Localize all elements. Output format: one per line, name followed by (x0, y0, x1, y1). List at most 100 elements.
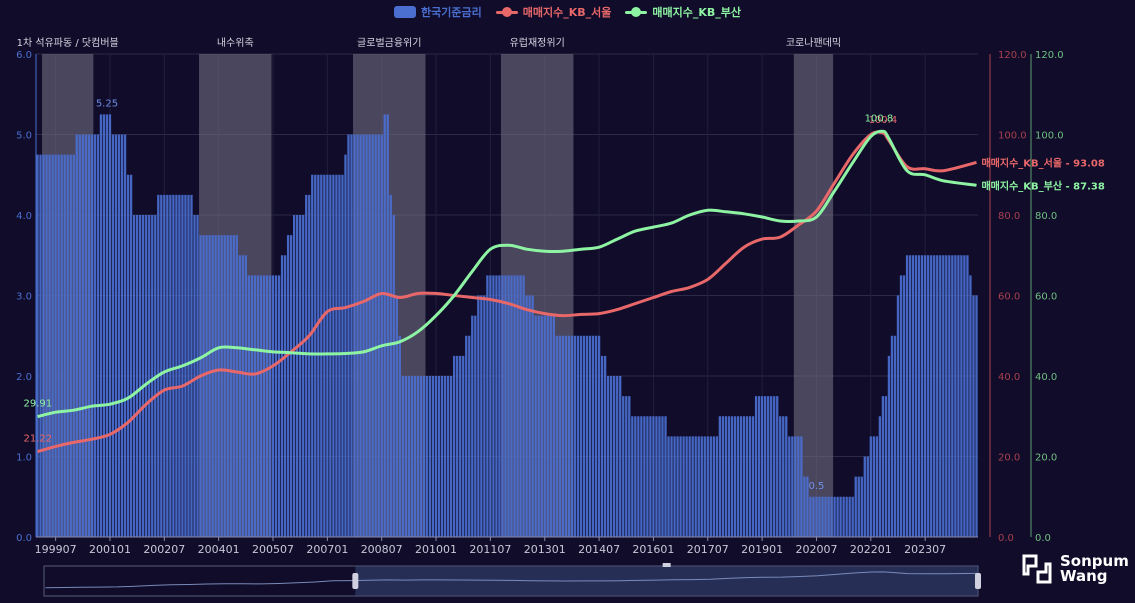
base-rate-bar (277, 275, 281, 537)
x-axis-tick-label: 200807 (361, 543, 403, 556)
base-rate-bar (939, 255, 942, 537)
base-rate-bar (839, 496, 842, 537)
base-rate-bar (446, 376, 450, 537)
base-rate-bar (471, 315, 474, 537)
base-rate-bar (54, 154, 57, 537)
base-rate-bar (779, 416, 782, 537)
base-rate-bar (323, 174, 326, 537)
base-rate-bar (416, 376, 420, 537)
base-rate-bar (600, 355, 604, 537)
base-rate-bar (132, 215, 136, 537)
base-rate-bar (404, 376, 408, 537)
base-rate-annotation: 5.25 (96, 98, 118, 109)
base-rate-bar (296, 215, 299, 537)
base-rate-bar (262, 275, 266, 537)
base-rate-bar (655, 416, 658, 537)
base-rate-bar (398, 335, 401, 537)
base-rate-bar (344, 154, 347, 537)
base-rate-bar (543, 315, 546, 537)
base-rate-bar (211, 235, 214, 537)
x-axis-tick-label: 202201 (850, 543, 892, 556)
base-rate-bar (477, 295, 480, 537)
base-rate-bar (688, 436, 691, 537)
base-rate-bar (492, 275, 495, 537)
base-rate-bar (712, 436, 715, 537)
legend-item-seoul[interactable]: 매매지수_KB_서울 (495, 4, 611, 20)
crisis-period-band (500, 54, 574, 537)
base-rate-bar (727, 416, 731, 537)
base-rate-bar (139, 215, 142, 537)
base-rate-bar (220, 235, 223, 537)
base-rate-bar (742, 416, 746, 537)
base-rate-bar (963, 255, 966, 537)
right-axis-busan-tick-label: 40.0 (1035, 372, 1057, 383)
x-axis-tick-label: 200507 (252, 543, 294, 556)
base-rate-bar (135, 215, 139, 537)
base-rate-bar (235, 235, 238, 537)
base-rate-bar (757, 396, 761, 537)
base-rate-bar (845, 496, 848, 537)
legend-item-base-rate[interactable]: 한국기준금리 (393, 4, 482, 20)
right-axis-seoul-tick-label: 100.0 (998, 131, 1027, 142)
legend-item-busan[interactable]: 매매지수_KB_부산 (625, 4, 741, 20)
base-rate-bar (93, 134, 97, 537)
base-rate-bar (549, 315, 552, 537)
base-rate-bar (407, 376, 411, 537)
base-rate-bar (597, 335, 601, 537)
base-rate-bar (63, 154, 66, 537)
brand-line-1: Sonpum (1060, 552, 1129, 570)
base-rate-bar (715, 436, 718, 537)
base-rate-bar (594, 335, 598, 537)
base-rate-bar (700, 436, 703, 537)
base-rate-bar (163, 194, 166, 537)
base-rate-bar (117, 134, 121, 537)
base-rate-bar (685, 436, 688, 537)
left-axis-tick-label: 4.0 (16, 211, 32, 222)
base-rate-bar (486, 275, 489, 537)
base-rate-bar (788, 436, 791, 537)
crisis-period-band (793, 54, 834, 537)
base-rate-bar (72, 154, 75, 537)
base-rate-bar (643, 416, 646, 537)
base-rate-bar (108, 114, 112, 537)
busan-line (37, 129, 977, 419)
base-rate-bar (588, 335, 592, 537)
base-rate-bar (936, 255, 939, 537)
base-rate-bar (591, 335, 595, 537)
base-rate-bar (129, 174, 133, 537)
base-rate-bar (305, 194, 308, 537)
crisis-period-band (199, 54, 272, 537)
seoul-line (37, 130, 977, 454)
base-rate-bar (289, 235, 293, 537)
base-rate-bar (908, 255, 912, 537)
seoul-first-value-label: 21.22 (24, 434, 53, 445)
base-rate-bar (341, 174, 344, 537)
base-rate-bar (359, 134, 362, 537)
data-zoom-preview-line (45, 571, 977, 589)
base-rate-bar (730, 416, 734, 537)
base-rate-bar (57, 154, 60, 537)
base-rate-bar (767, 396, 770, 537)
base-rate-bar (721, 416, 725, 537)
base-rate-bar (383, 114, 386, 537)
base-rate-bar (380, 134, 383, 537)
data-zoom-right-handle[interactable] (975, 573, 981, 589)
base-rate-bar (226, 235, 229, 537)
base-rate-bar (256, 275, 260, 537)
base-rate-bar (682, 436, 685, 537)
x-axis-tick-label: 200701 (306, 543, 348, 556)
x-axis-tick-label: 200207 (143, 543, 185, 556)
base-rate-bar (724, 416, 728, 537)
data-zoom-left-handle[interactable] (352, 573, 359, 589)
base-rate-bar (866, 456, 869, 537)
base-rate-bar (90, 134, 94, 537)
base-rate-bar (791, 436, 794, 537)
base-rate-bar (836, 496, 839, 537)
data-zoom-move-handle[interactable] (662, 563, 671, 567)
base-rate-bar (69, 154, 72, 537)
base-rate-bar (120, 134, 124, 537)
base-rate-bar (199, 235, 202, 537)
base-rate-bar (827, 496, 830, 537)
base-rate-bar (815, 496, 818, 537)
base-rate-bar (582, 335, 586, 537)
